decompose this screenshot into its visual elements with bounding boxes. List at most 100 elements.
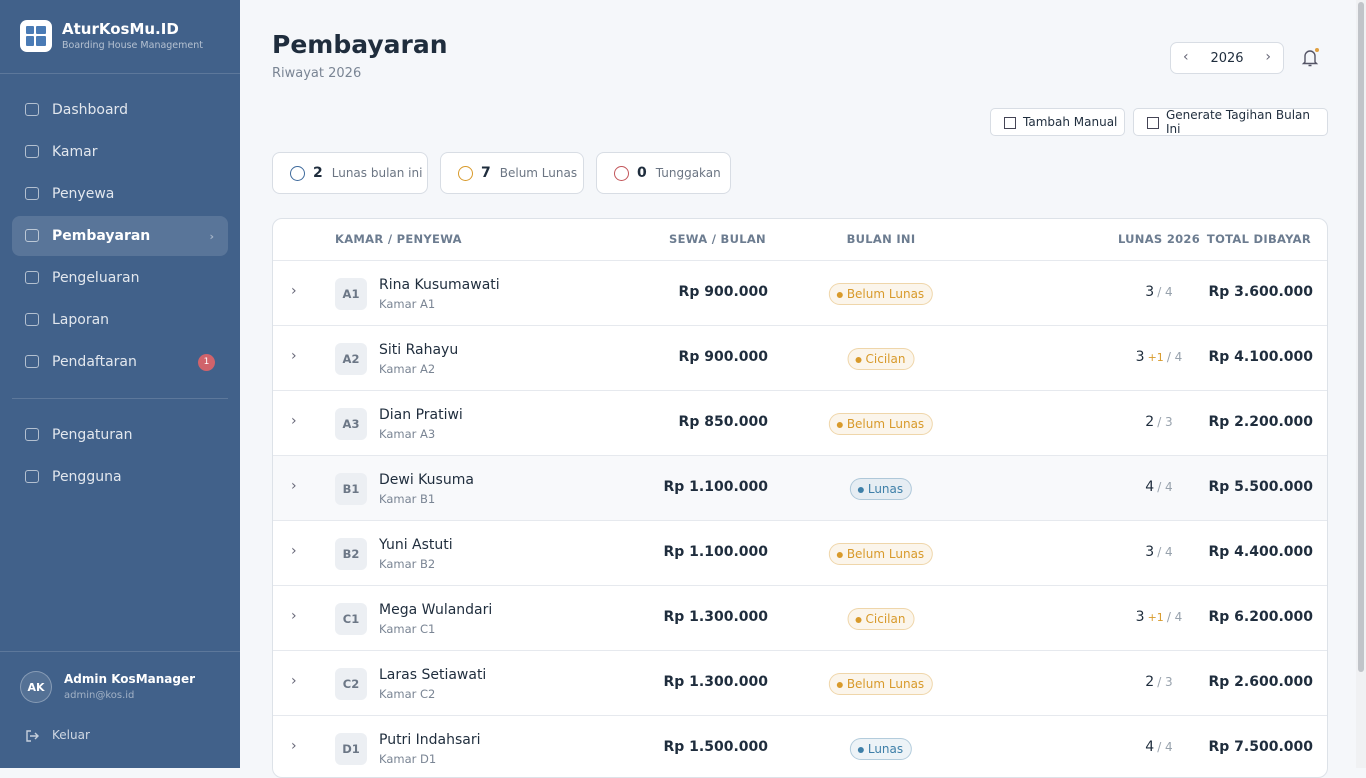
paid: 2	[1145, 414, 1155, 430]
total-paid: Rp 5.500.000	[1208, 479, 1313, 495]
stat-label: Lunas bulan ini	[331, 166, 423, 180]
of-total: / 4	[1157, 740, 1173, 754]
nav-item[interactable]: Pengguna	[12, 457, 228, 497]
year: 2026	[1210, 50, 1244, 66]
stat-value: 2	[313, 165, 323, 181]
expand[interactable]: ›	[291, 673, 297, 689]
status: Belum Lunas	[828, 673, 934, 695]
table-row[interactable]: › B2 Yuni Astuti Kamar B2 Rp 1.100.000 B…	[273, 520, 1327, 585]
logout-icon	[26, 730, 39, 742]
table-row[interactable]: › C2 Laras Setiawati Kamar C2 Rp 1.300.0…	[273, 650, 1327, 715]
stat-card: 0 Tunggakan	[596, 152, 731, 194]
room-badge: B2	[335, 538, 367, 570]
table-row[interactable]: › A1 Rina Kusumawati Kamar A1 Rp 900.000…	[273, 260, 1327, 325]
scrollbar	[1356, 0, 1366, 768]
expand[interactable]: ›	[291, 348, 297, 364]
divider	[0, 651, 240, 652]
total-paid: Rp 2.200.000	[1208, 414, 1313, 430]
page-subtitle: Riwayat 2026	[272, 66, 362, 81]
nav-item[interactable]: Penyewa	[12, 174, 228, 214]
rent: Rp 1.300.000	[663, 674, 768, 690]
nav-item[interactable]: Pendaftaran 1	[12, 342, 228, 382]
nav-label: Penyewa	[52, 186, 115, 202]
nav-item[interactable]: Laporan	[12, 300, 228, 340]
paid: 3	[1145, 544, 1155, 560]
paid: 3	[1145, 284, 1155, 300]
room-badge: D1	[335, 733, 367, 765]
rent: Rp 1.300.000	[663, 609, 768, 625]
expand[interactable]: ›	[291, 478, 297, 494]
room-label: Kamar C1	[379, 622, 436, 636]
expand[interactable]: ›	[291, 608, 297, 624]
paid: 3	[1135, 609, 1145, 625]
paid-count: 4/ 4	[1059, 479, 1259, 495]
room-label: Kamar B2	[379, 557, 436, 571]
tenant-name: Mega Wulandari	[379, 602, 493, 618]
expand[interactable]: ›	[291, 413, 297, 429]
action-button[interactable]: Tambah Manual	[990, 108, 1125, 136]
table-row[interactable]: › A2 Siti Rahayu Kamar A2 Rp 900.000 Cic…	[273, 325, 1327, 390]
logout[interactable]: Keluar	[52, 728, 90, 742]
stat-card: 2 Lunas bulan ini	[272, 152, 428, 194]
notifications[interactable]	[1301, 47, 1321, 69]
nav-item[interactable]: Kamar	[12, 132, 228, 172]
paid-count: 3 +1/ 4	[1059, 349, 1259, 365]
table-row[interactable]: › D1 Putri Indahsari Kamar D1 Rp 1.500.0…	[273, 715, 1327, 777]
nav-label: Pengguna	[52, 469, 122, 485]
of-total: / 4	[1166, 350, 1183, 364]
column-header: SEWA / BULAN	[669, 232, 766, 246]
room-badge: C2	[335, 668, 367, 700]
of-total: / 3	[1157, 415, 1173, 429]
paid-count: 4/ 4	[1059, 739, 1259, 755]
tenant-name: Rina Kusumawati	[379, 277, 500, 293]
room-badge: B1	[335, 473, 367, 505]
stat-label: Belum Lunas	[499, 166, 578, 180]
stat-card: 7 Belum Lunas	[440, 152, 584, 194]
paid-count: 2/ 3	[1059, 674, 1259, 690]
rent: Rp 1.500.000	[663, 739, 768, 755]
column-header: KAMAR / PENYEWA	[335, 232, 462, 246]
nav-item[interactable]: Pengeluaran	[12, 258, 228, 298]
prev-year[interactable]: ‹	[1183, 49, 1189, 65]
nav-label: Pendaftaran	[52, 354, 137, 370]
paid-count: 3/ 4	[1059, 284, 1259, 300]
status: Cicilan	[847, 348, 915, 370]
table-row[interactable]: › B1 Dewi Kusuma Kamar B1 Rp 1.100.000 L…	[273, 455, 1327, 520]
expand[interactable]: ›	[291, 543, 297, 559]
divider	[12, 398, 228, 399]
room-label: Kamar D1	[379, 752, 437, 766]
status: Belum Lunas	[828, 413, 934, 435]
nav-item[interactable]: Pembayaran ›	[12, 216, 228, 256]
nav-item[interactable]: Dashboard	[12, 90, 228, 130]
expand[interactable]: ›	[291, 738, 297, 754]
column-header: TOTAL DIBAYAR	[1206, 232, 1311, 246]
tenant-name: Laras Setiawati	[379, 667, 487, 683]
tenant-name: Dewi Kusuma	[379, 472, 474, 488]
next-year[interactable]: ›	[1265, 49, 1271, 65]
of-total: / 4	[1157, 285, 1173, 299]
extra: +1	[1147, 611, 1164, 624]
tenant-name: Dian Pratiwi	[379, 407, 463, 423]
tenant-name: Putri Indahsari	[379, 732, 481, 748]
action-button[interactable]: Generate Tagihan Bulan Ini	[1133, 108, 1328, 136]
table-row[interactable]: › C1 Mega Wulandari Kamar C1 Rp 1.300.00…	[273, 585, 1327, 650]
rent: Rp 900.000	[678, 349, 768, 365]
rent: Rp 850.000	[678, 414, 768, 430]
room-label: Kamar B1	[379, 492, 436, 506]
rent: Rp 1.100.000	[663, 479, 768, 495]
nav-item[interactable]: Pengaturan	[12, 415, 228, 455]
table-row[interactable]: › A3 Dian Pratiwi Kamar A3 Rp 850.000 Be…	[273, 390, 1327, 455]
of-total: / 4	[1157, 545, 1173, 559]
extra: +1	[1147, 351, 1164, 364]
expand[interactable]: ›	[291, 283, 297, 299]
of-total: / 4	[1166, 610, 1183, 624]
nav-label: Pembayaran	[52, 228, 151, 244]
brand: AturKosMu.ID Boarding House Management	[0, 0, 240, 74]
total-paid: Rp 4.100.000	[1208, 349, 1313, 365]
paid: 4	[1145, 739, 1155, 755]
stat-value: 7	[481, 165, 491, 181]
room-badge: C1	[335, 603, 367, 635]
logo	[20, 20, 52, 52]
rent: Rp 1.100.000	[663, 544, 768, 560]
